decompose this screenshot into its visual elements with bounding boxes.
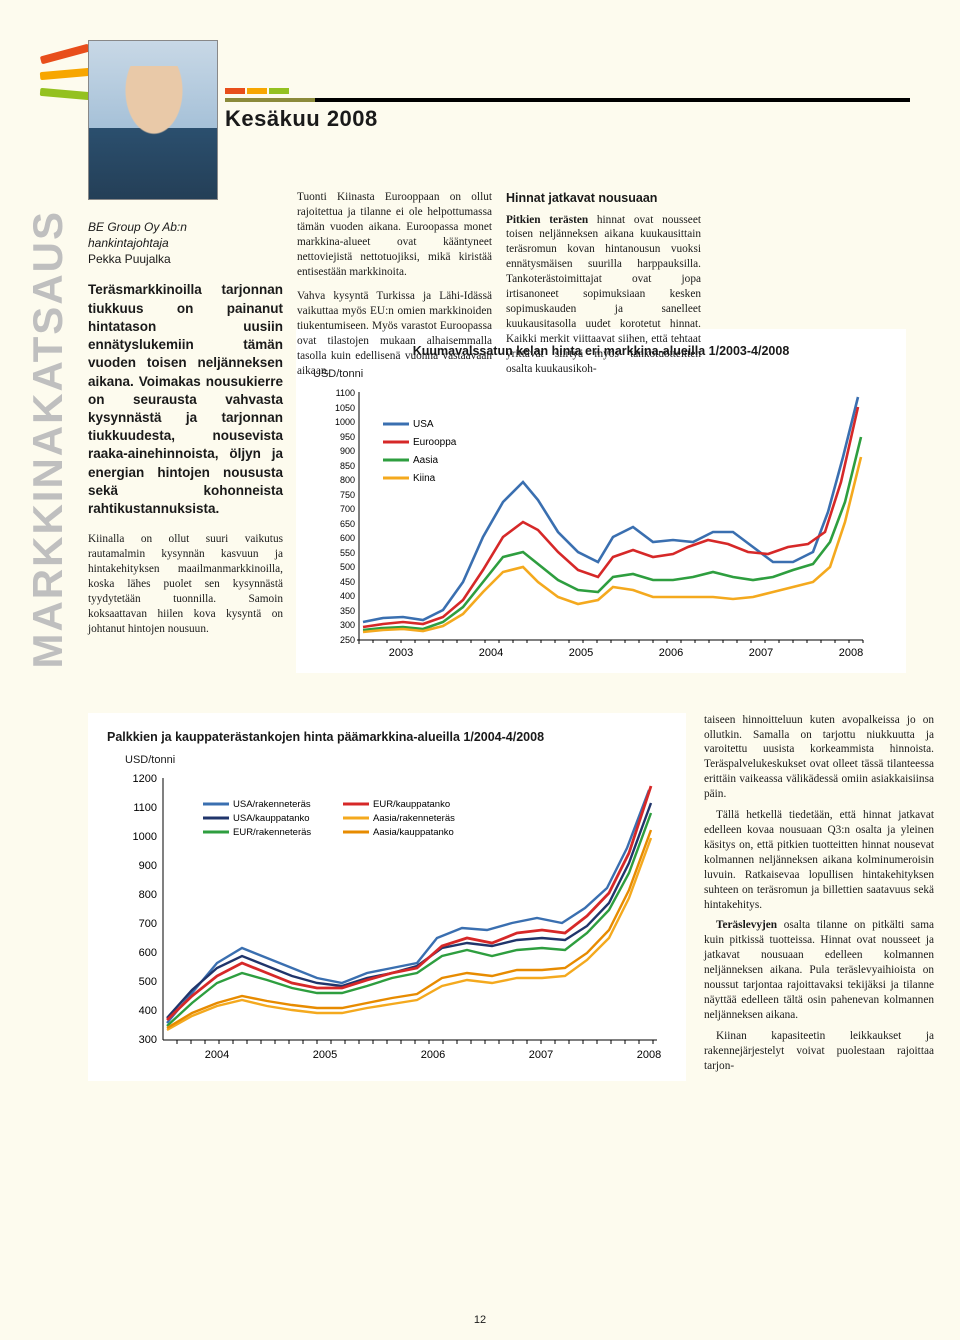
svg-text:450: 450 <box>340 577 355 587</box>
svg-text:USA/kauppatanko: USA/kauppatanko <box>233 813 310 824</box>
svg-text:800: 800 <box>139 889 157 901</box>
svg-text:1000: 1000 <box>335 417 355 427</box>
svg-text:1050: 1050 <box>335 403 355 413</box>
svg-text:Eurooppa: Eurooppa <box>413 437 457 448</box>
chart-beams-bars: Palkkien ja kauppaterästankojen hinta pä… <box>88 713 686 1081</box>
svg-text:700: 700 <box>340 504 355 514</box>
svg-text:600: 600 <box>139 947 157 959</box>
col2-p1: Tuonti Kiinasta Eurooppaan on ollut rajo… <box>297 190 492 279</box>
header: Kesäkuu 2008 <box>50 40 910 180</box>
byline-name: Pekka Puujalka <box>88 252 283 268</box>
col3-runin: Pitkien terästen <box>506 214 588 226</box>
section-vertical-label: MARKKINAKATSAUS <box>24 210 72 669</box>
svg-text:2005: 2005 <box>569 647 593 659</box>
svg-text:300: 300 <box>340 620 355 630</box>
chart2-title: Palkkien ja kauppaterästankojen hinta pä… <box>107 730 667 744</box>
svg-text:2007: 2007 <box>749 647 773 659</box>
byline: BE Group Oy Ab:n hankintajohtaja Pekka P… <box>88 220 283 267</box>
svg-text:2004: 2004 <box>205 1049 229 1061</box>
svg-text:1100: 1100 <box>133 802 157 814</box>
author-photo <box>88 40 218 200</box>
lower-p2: Tällä hetkellä tiedetään, että hinnat ja… <box>704 808 934 912</box>
lower-p4: Kiinan kapasiteetin leikkaukset ja raken… <box>704 1029 934 1074</box>
svg-text:950: 950 <box>340 432 355 442</box>
svg-text:1000: 1000 <box>133 831 157 843</box>
column-2: Tuonti Kiinasta Eurooppaan on ollut rajo… <box>297 190 492 647</box>
svg-text:900: 900 <box>139 860 157 872</box>
svg-text:2006: 2006 <box>659 647 683 659</box>
svg-text:500: 500 <box>340 562 355 572</box>
svg-text:USA: USA <box>413 419 434 430</box>
page-number: 12 <box>0 1314 960 1326</box>
svg-text:2004: 2004 <box>479 647 503 659</box>
svg-text:350: 350 <box>340 606 355 616</box>
svg-text:2008: 2008 <box>637 1049 661 1061</box>
lower-p3-rest: osalta tilanne on pitkälti sama kuin pit… <box>704 919 934 1020</box>
svg-text:800: 800 <box>340 475 355 485</box>
lower-p3-runin: Teräslevyjen <box>716 919 777 931</box>
svg-text:900: 900 <box>340 446 355 456</box>
chart2-svg: 300 400 500 600 700 800 900 1000 1100 12… <box>107 768 667 1068</box>
svg-text:2008: 2008 <box>839 647 863 659</box>
svg-text:700: 700 <box>139 918 157 930</box>
svg-text:Aasia/kauppatanko: Aasia/kauppatanko <box>373 827 454 838</box>
issue-title: Kesäkuu 2008 <box>225 106 910 132</box>
svg-text:400: 400 <box>340 591 355 601</box>
svg-text:Aasia/rakenneteräs: Aasia/rakenneteräs <box>373 813 455 824</box>
chart2-ylabel: USD/tonni <box>125 754 667 766</box>
col2-p2: Vahva kysyntä Turkissa ja Lähi-Idässä va… <box>297 289 492 378</box>
svg-text:650: 650 <box>340 519 355 529</box>
svg-text:Kiina: Kiina <box>413 473 436 484</box>
svg-text:2006: 2006 <box>421 1049 445 1061</box>
svg-text:850: 850 <box>340 461 355 471</box>
lower-right-column: taiseen hinnoitteluun kuten avopalkeissa… <box>704 713 934 1081</box>
lower-p1: taiseen hinnoitteluun kuten avopalkeissa… <box>704 713 934 802</box>
byline-role: hankintajohtaja <box>88 236 283 252</box>
svg-text:600: 600 <box>340 533 355 543</box>
col1-p1: Kiinalla on ollut suuri vaikutus rautama… <box>88 532 283 636</box>
svg-text:1100: 1100 <box>336 388 355 398</box>
svg-text:2007: 2007 <box>529 1049 553 1061</box>
byline-company: BE Group Oy Ab:n <box>88 220 283 236</box>
svg-text:EUR/rakenneteräs: EUR/rakenneteräs <box>233 827 311 838</box>
svg-text:400: 400 <box>139 1005 157 1017</box>
title-band: Kesäkuu 2008 <box>225 98 910 132</box>
svg-text:2003: 2003 <box>389 647 413 659</box>
svg-text:750: 750 <box>340 490 355 500</box>
lower-p3: Teräslevyjen osalta tilanne on pitkälti … <box>704 918 934 1022</box>
column-1: BE Group Oy Ab:n hankintajohtaja Pekka P… <box>88 190 283 647</box>
svg-text:2005: 2005 <box>313 1049 337 1061</box>
svg-text:500: 500 <box>139 976 157 988</box>
svg-text:EUR/kauppatanko: EUR/kauppatanko <box>373 799 450 810</box>
svg-text:1200: 1200 <box>133 773 157 785</box>
svg-text:USA/rakenneteräs: USA/rakenneteräs <box>233 799 311 810</box>
col3-subhead: Hinnat jatkavat nousuaan <box>506 190 701 207</box>
svg-text:Aasia: Aasia <box>413 455 438 466</box>
lead-paragraph: Teräsmarkkinoilla tarjonnan tiukkuus on … <box>88 281 283 518</box>
svg-text:550: 550 <box>340 548 355 558</box>
svg-text:250: 250 <box>340 635 355 645</box>
svg-text:300: 300 <box>139 1034 157 1046</box>
